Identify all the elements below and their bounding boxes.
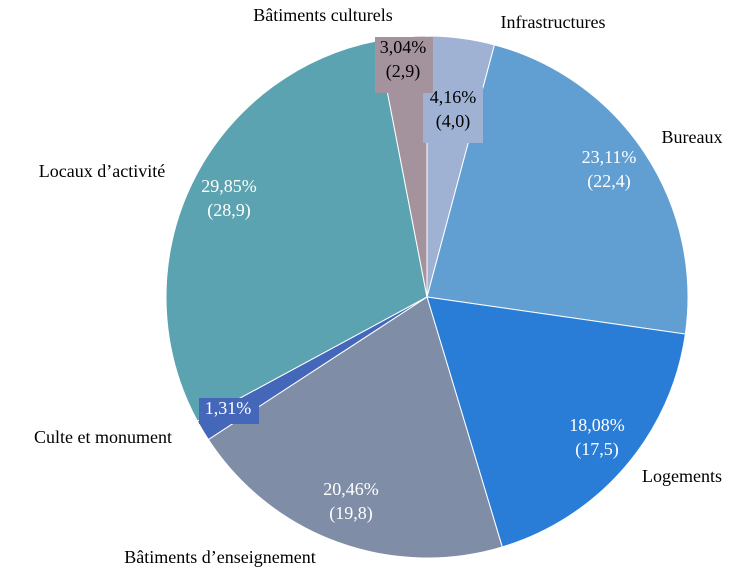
value-label: (17,5) xyxy=(575,439,619,460)
category-label: Infrastructures xyxy=(501,12,606,32)
value-label: (19,8) xyxy=(329,503,373,524)
data-label-box xyxy=(199,398,259,424)
percent-label: 18,08% xyxy=(569,415,625,435)
pie-labels: Infrastructures 4,16% (4,0) Bureaux 23,11% (2… xyxy=(34,5,722,567)
percent-label: 3,04% xyxy=(380,37,427,57)
value-label: (4,0) xyxy=(436,111,471,132)
category-label: Bâtiments culturels xyxy=(253,5,392,25)
category-label: Logements xyxy=(642,466,722,486)
category-label: Bureaux xyxy=(662,127,723,147)
value-label: (22,4) xyxy=(587,171,631,192)
pie-slice xyxy=(426,44,689,335)
percent-label: 4,16% xyxy=(430,87,477,107)
category-label: Culte et monument xyxy=(34,427,172,447)
pie-slice xyxy=(207,296,503,559)
value-label: (2,9) xyxy=(386,61,421,82)
percent-label: 1,31% xyxy=(205,398,252,418)
pie-slice xyxy=(165,40,428,422)
percent-label: 20,46% xyxy=(323,479,379,499)
data-label-box xyxy=(423,87,483,143)
percent-label: 29,85% xyxy=(201,176,257,196)
data-label-box xyxy=(375,37,433,93)
value-label: (28,9) xyxy=(207,200,251,221)
category-label: Bâtiments d’enseignement xyxy=(124,547,315,567)
category-label: Locaux d’activité xyxy=(39,161,165,181)
percent-label: 23,11% xyxy=(582,147,637,167)
pie-slice xyxy=(426,296,686,548)
